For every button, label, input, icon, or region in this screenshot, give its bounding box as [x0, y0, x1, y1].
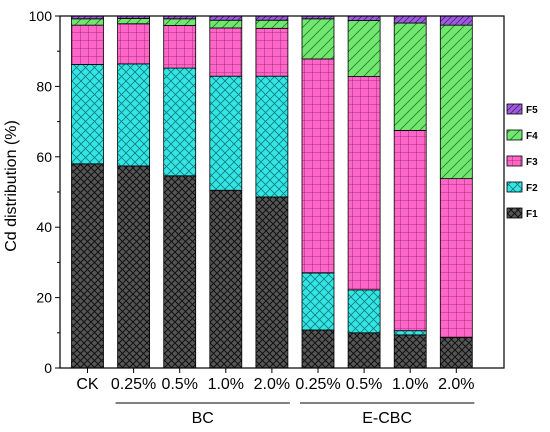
bar-segment-f1: [301, 329, 335, 369]
y-tick-label: 40: [36, 219, 52, 235]
bar-segment-f2: [301, 272, 335, 331]
bar-stack: [347, 15, 381, 369]
y-tick-label: 80: [36, 78, 52, 94]
bar-segment-f4: [393, 22, 427, 131]
y-tick-label: 20: [36, 290, 52, 306]
bar-stack: [117, 15, 150, 369]
group-label: E-CBC: [362, 410, 412, 427]
group-label: BC: [192, 410, 214, 427]
legend-swatch: [506, 181, 523, 193]
x-tick-label: 0.25%: [295, 376, 340, 393]
y-tick-label: 0: [44, 360, 52, 376]
bar-segment-f5: [347, 15, 381, 21]
bar-segment-f2: [393, 330, 427, 336]
legend-label: F4: [526, 131, 538, 142]
x-tick-label: CK: [76, 376, 99, 393]
axes: 0 20 40 60 80 100 CK 0.25% 0.5% 1.0% 2.0% 0.25% 0.5%…: [29, 8, 505, 393]
bar-segment-f5: [439, 15, 473, 26]
legend-swatch: [506, 103, 523, 115]
bar-segment-f2: [347, 289, 381, 334]
legend: F5 F4 F3 F2 F1: [506, 103, 538, 220]
bar-stack: [209, 15, 243, 369]
x-tick-label: 2.0%: [438, 376, 474, 393]
bar-segment-f3: [209, 27, 243, 77]
bar-segment-f5: [209, 15, 243, 21]
bar-segment-f4: [71, 18, 104, 26]
bar-segment-f1: [439, 336, 473, 369]
bar-segment-f1: [255, 196, 289, 369]
bar-segment-f2: [163, 67, 197, 177]
bar-segment-f3: [393, 129, 427, 332]
bar-stack: [71, 15, 104, 369]
bar-segment-f1: [117, 165, 150, 369]
bar-stack: [393, 15, 427, 369]
legend-swatch: [506, 207, 523, 219]
bar-segment-f4: [347, 20, 381, 77]
bar-segment-f4: [301, 18, 335, 60]
x-tick-label: 0.5%: [346, 376, 382, 393]
bar-segment-f1: [347, 332, 381, 369]
bar-segment-f4: [209, 19, 243, 29]
legend-item: F1: [506, 207, 538, 220]
bar-stack: [163, 15, 197, 369]
legend-item: F5: [506, 103, 538, 116]
y-tick-label: 100: [29, 8, 53, 24]
bar-segment-f3: [439, 178, 473, 338]
bar-segment-f1: [71, 163, 104, 369]
x-tick-label: 2.0%: [254, 376, 290, 393]
bar-segment-f3: [255, 27, 289, 77]
bar-segment-f3: [163, 25, 197, 69]
x-tick-label: 0.25%: [111, 376, 156, 393]
bar-segment-f4: [163, 18, 197, 26]
legend-item: F2: [506, 181, 538, 194]
group-brackets: BC E-CBC: [115, 402, 475, 427]
legend-label: F3: [526, 157, 538, 168]
bar-segment-f2: [71, 64, 104, 165]
bar-segment-f1: [163, 175, 197, 369]
legend-label: F5: [526, 105, 538, 116]
bar-segment-f3: [117, 23, 150, 65]
bar-segment-f4: [255, 19, 289, 29]
bar-stack: [301, 15, 335, 369]
bar-segment-f2: [209, 75, 243, 191]
x-tick-label: 1.0%: [392, 376, 428, 393]
bar-segment-f2: [255, 75, 289, 198]
bar-segment-f3: [71, 24, 104, 65]
bar-stacks: [71, 15, 473, 369]
bar-segment-f5: [393, 15, 427, 24]
legend-swatch: [506, 155, 523, 167]
y-axis-label: Cd distribution (%): [3, 120, 20, 252]
x-tick-label: 0.5%: [161, 376, 197, 393]
bar-segment-f4: [117, 18, 150, 25]
bar-segment-f4: [439, 24, 473, 180]
y-tick-label: 60: [36, 149, 52, 165]
legend-item: F4: [506, 129, 538, 142]
legend-swatch: [506, 129, 523, 141]
x-tick-label: 1.0%: [208, 376, 244, 393]
legend-item: F3: [506, 155, 538, 168]
bar-stack: [255, 15, 289, 369]
bar-segment-f3: [301, 58, 335, 274]
bar-segment-f1: [209, 189, 243, 369]
bar-segment-f1: [393, 334, 427, 369]
legend-label: F2: [526, 183, 538, 194]
bar-stack: [439, 15, 473, 369]
bar-segment-f3: [347, 76, 381, 291]
legend-label: F1: [526, 209, 538, 220]
bar-segment-f2: [117, 63, 150, 167]
bar-segment-f5: [255, 15, 289, 21]
